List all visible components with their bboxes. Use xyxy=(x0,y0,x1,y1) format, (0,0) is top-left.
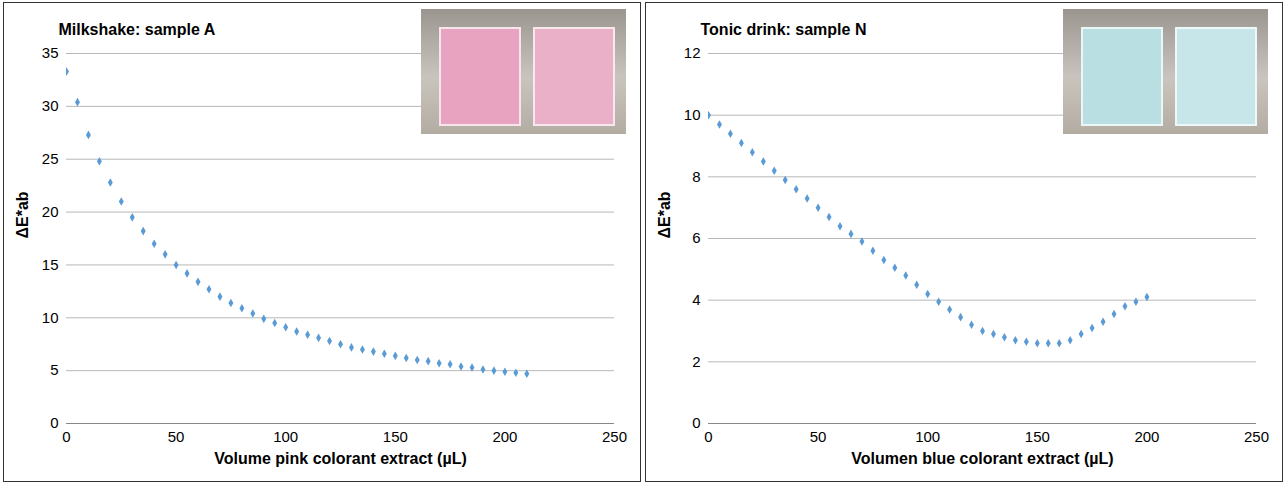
svg-text:10: 10 xyxy=(684,106,701,123)
svg-text:0: 0 xyxy=(50,414,58,431)
svg-text:12: 12 xyxy=(684,44,701,61)
svg-text:Milkshake: sample A: Milkshake: sample A xyxy=(59,21,216,38)
svg-text:250: 250 xyxy=(602,428,627,445)
svg-text:0: 0 xyxy=(704,428,712,445)
svg-text:0: 0 xyxy=(62,428,70,445)
svg-text:100: 100 xyxy=(915,428,940,445)
svg-text:200: 200 xyxy=(492,428,517,445)
svg-text:15: 15 xyxy=(42,256,59,273)
svg-text:ΔE*ab: ΔE*ab xyxy=(14,191,31,238)
svg-text:Volume pink colorant extract (: Volume pink colorant extract (µL) xyxy=(214,450,467,467)
svg-text:6: 6 xyxy=(692,229,700,246)
svg-text:250: 250 xyxy=(1244,428,1269,445)
svg-text:Volumen blue colorant extract: Volumen blue colorant extract (µL) xyxy=(851,450,1113,467)
svg-text:25: 25 xyxy=(42,150,59,167)
svg-text:150: 150 xyxy=(383,428,408,445)
svg-text:50: 50 xyxy=(810,428,827,445)
svg-text:4: 4 xyxy=(692,291,700,308)
svg-text:35: 35 xyxy=(42,44,59,61)
svg-text:5: 5 xyxy=(50,361,58,378)
svg-text:10: 10 xyxy=(42,309,59,326)
svg-text:2: 2 xyxy=(692,353,700,370)
svg-text:30: 30 xyxy=(42,97,59,114)
svg-text:0: 0 xyxy=(692,414,700,431)
svg-text:20: 20 xyxy=(42,203,59,220)
svg-text:8: 8 xyxy=(692,168,700,185)
svg-text:50: 50 xyxy=(168,428,185,445)
svg-text:150: 150 xyxy=(1025,428,1050,445)
svg-text:ΔE*ab: ΔE*ab xyxy=(656,191,673,238)
svg-text:200: 200 xyxy=(1134,428,1159,445)
svg-text:100: 100 xyxy=(273,428,298,445)
svg-text:Tonic drink: sample N: Tonic drink: sample N xyxy=(701,21,867,38)
